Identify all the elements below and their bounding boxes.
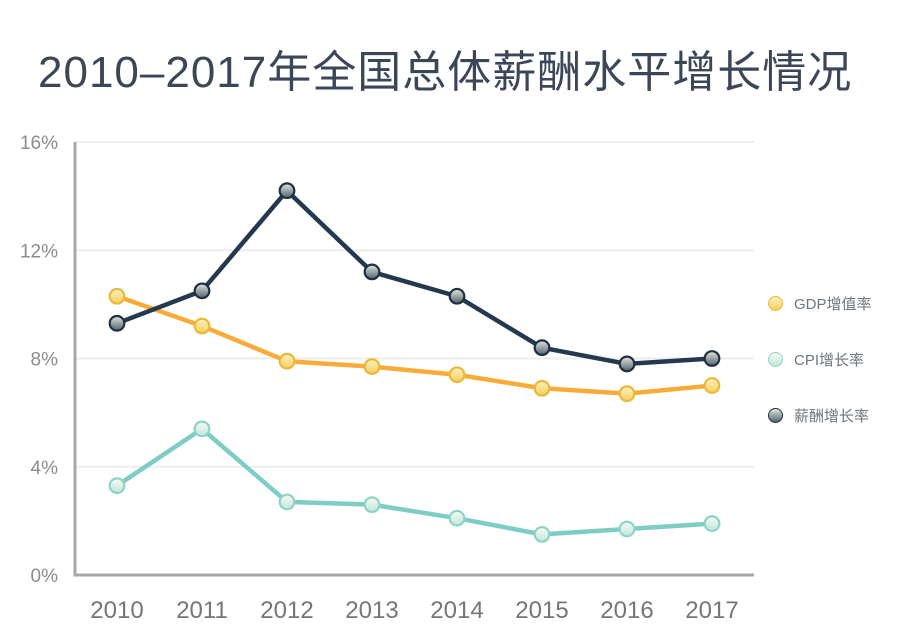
data-point-2015-series0 xyxy=(533,379,551,397)
legend-item-cpi: CPI增长率 xyxy=(768,351,898,369)
y-axis-label-12%: 12% xyxy=(20,241,58,262)
legend-item-gdp: GDP增值率 xyxy=(768,295,898,313)
series-line-0 xyxy=(114,294,715,396)
data-point-2013-series1 xyxy=(363,496,381,514)
gdp-series-swatch-icon xyxy=(768,296,783,311)
y-axis-label-4%: 4% xyxy=(31,458,59,479)
data-point-2012-series1 xyxy=(278,493,296,511)
legend-label-gdp: GDP增值率 xyxy=(794,296,872,313)
data-point-2011-series2 xyxy=(193,282,211,300)
data-point-2017-series1 xyxy=(703,515,721,532)
chart-legend: GDP增值率 CPI增长率 薪酬增长率 xyxy=(768,295,898,463)
data-point-2013-series2 xyxy=(363,263,381,281)
data-point-2011-series1 xyxy=(193,420,211,438)
data-point-2016-series1 xyxy=(618,520,636,538)
data-point-2016-series2 xyxy=(618,355,636,373)
x-axis-label-2016: 2016 xyxy=(600,597,653,624)
data-point-2015-series2 xyxy=(533,339,551,357)
data-point-2010-series0 xyxy=(108,287,126,305)
data-point-2013-series0 xyxy=(363,358,381,376)
data-point-2017-series0 xyxy=(703,377,721,394)
x-axis-label-2010: 2010 xyxy=(90,597,143,624)
data-point-2017-series2 xyxy=(703,350,721,367)
data-point-2010-series2 xyxy=(108,314,126,332)
series-line-1 xyxy=(114,426,715,537)
y-axis-label-16%: 16% xyxy=(20,133,58,154)
legend-item-salary: 薪酬增长率 xyxy=(768,407,898,425)
x-axis-label-2012: 2012 xyxy=(260,597,313,624)
x-axis-label-2011: 2011 xyxy=(176,597,228,624)
y-axis-label-0%: 0% xyxy=(31,566,59,587)
chart-title: 2010–2017年全国总体薪酬水平增长情况 xyxy=(38,48,853,97)
data-point-2014-series2 xyxy=(448,287,466,305)
data-point-2012-series0 xyxy=(278,352,296,370)
legend-label-cpi: CPI增长率 xyxy=(794,352,865,369)
data-point-2015-series1 xyxy=(533,526,551,543)
data-point-2011-series0 xyxy=(193,317,211,335)
series-line-2 xyxy=(114,188,715,367)
x-axis-label-2017: 2017 xyxy=(685,597,738,624)
data-point-2010-series1 xyxy=(108,477,126,495)
x-axis-label-2013: 2013 xyxy=(345,597,398,624)
legend-label-salary: 薪酬增长率 xyxy=(794,408,870,425)
salary-series-swatch-icon xyxy=(768,408,783,423)
data-point-2012-series2 xyxy=(278,182,296,200)
cpi-series-swatch-icon xyxy=(768,352,783,367)
data-point-2016-series0 xyxy=(618,385,636,403)
data-point-2014-series0 xyxy=(448,366,466,384)
y-axis-label-8%: 8% xyxy=(31,350,59,371)
x-axis-label-2015: 2015 xyxy=(515,597,568,624)
data-point-2014-series1 xyxy=(448,509,466,527)
x-axis-label-2014: 2014 xyxy=(430,597,483,624)
